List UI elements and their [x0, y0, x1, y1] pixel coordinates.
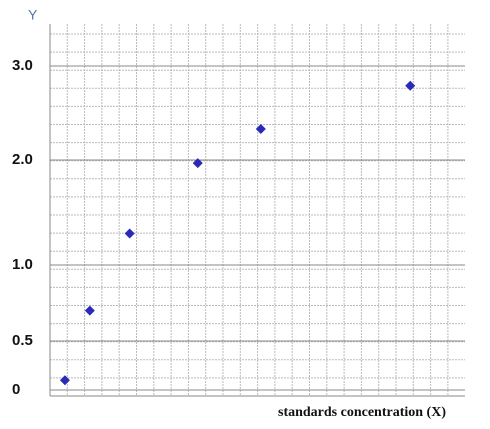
y-tick-label: 1.0 — [12, 256, 33, 273]
data-point — [59, 375, 70, 386]
y-axis-label: Y — [28, 7, 38, 23]
data-point — [192, 158, 203, 169]
data-point — [405, 80, 416, 91]
y-tick-label: 2.0 — [12, 151, 33, 168]
data-point — [255, 123, 266, 134]
y-tick-label: 0.5 — [12, 332, 33, 349]
data-point — [84, 305, 95, 316]
minor-grid — [49, 24, 465, 397]
data-point — [124, 228, 135, 239]
y-tick-label: 3.0 — [12, 57, 33, 74]
y-tick-label: 0 — [12, 381, 20, 398]
x-axis-label: standards concentration (X) — [278, 405, 446, 420]
